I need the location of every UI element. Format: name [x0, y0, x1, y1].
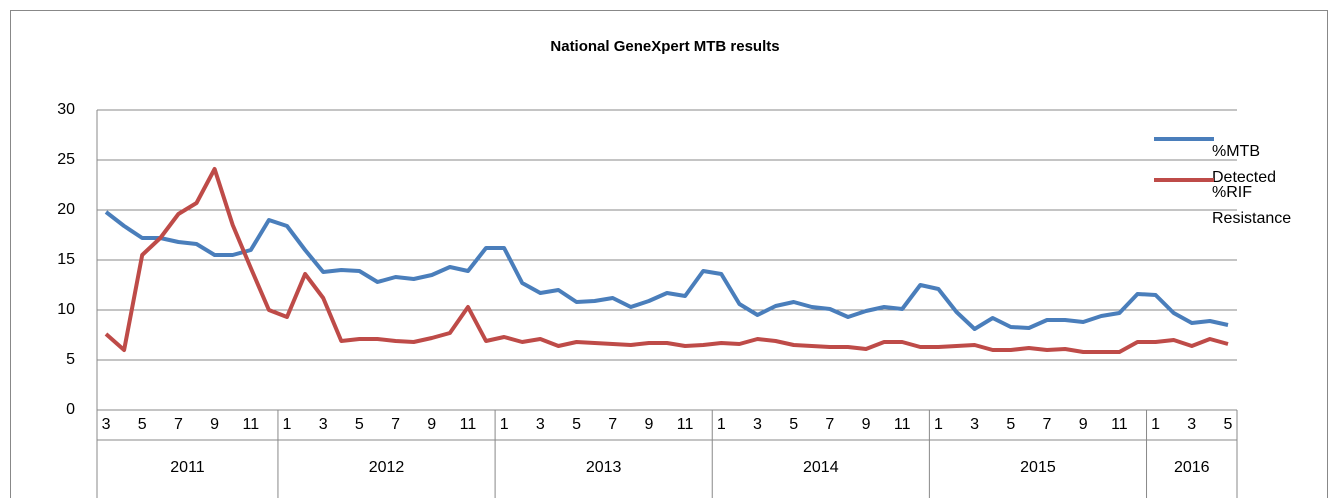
y-tick-label: 10 [57, 301, 75, 318]
x-tick-label: 3 [536, 416, 545, 433]
y-tick-label: 15 [57, 251, 75, 268]
x-tick-label: 5 [1223, 416, 1232, 433]
x-tick-label: 3 [1187, 416, 1196, 433]
x-group-label: 2012 [369, 459, 405, 476]
legend-label: %MTB Detected [1212, 143, 1277, 186]
x-tick-label: 9 [644, 416, 653, 433]
x-tick-label: 11 [243, 416, 260, 433]
chart-title: National GeneXpert MTB results [550, 38, 779, 55]
chart-frame [10, 10, 1328, 498]
legend: %MTB Detected %RIF Resistance [1154, 137, 1322, 234]
x-group-label: 2013 [586, 459, 622, 476]
x-tick-label: 11 [894, 416, 911, 433]
x-tick-label: 1 [934, 416, 943, 433]
x-tick-label: 3 [753, 416, 762, 433]
legend-item: %RIF Resistance [1154, 178, 1322, 232]
x-tick-label: 1 [283, 416, 292, 433]
x-tick-label: 3 [319, 416, 328, 433]
x-tick-label: 5 [355, 416, 364, 433]
legend-key [1154, 137, 1214, 141]
legend-item: %MTB Detected [1154, 137, 1322, 191]
legend-label: %RIF Resistance [1212, 184, 1292, 227]
x-tick-label: 1 [500, 416, 509, 433]
x-tick-label: 5 [138, 416, 147, 433]
x-tick-label: 5 [572, 416, 581, 433]
x-tick-label: 7 [391, 416, 400, 433]
x-tick-label: 9 [862, 416, 871, 433]
x-tick-label: 7 [1043, 416, 1052, 433]
x-tick-label: 9 [210, 416, 219, 433]
series-line [104, 210, 1229, 331]
x-tick-label: 1 [717, 416, 726, 433]
series-line [104, 167, 1229, 354]
x-tick-label: 7 [174, 416, 183, 433]
x-tick-label: 9 [1079, 416, 1088, 433]
x-tick-label: 11 [677, 416, 694, 433]
x-tick-label: 11 [1111, 416, 1128, 433]
x-tick-label: 3 [970, 416, 979, 433]
x-group-label: 2015 [1020, 459, 1056, 476]
x-group-label: 2014 [803, 459, 839, 476]
y-tick-label: 5 [66, 351, 75, 368]
x-group-label: 2016 [1174, 459, 1210, 476]
y-tick-label: 20 [57, 201, 75, 218]
y-tick-label: 0 [66, 401, 75, 418]
x-tick-label: 7 [608, 416, 617, 433]
x-group-label: 2011 [170, 459, 205, 476]
x-tick-label: 7 [825, 416, 834, 433]
x-tick-label: 5 [789, 416, 798, 433]
legend-key [1154, 178, 1214, 182]
x-tick-label: 9 [427, 416, 436, 433]
x-tick-label: 11 [460, 416, 477, 433]
y-tick-label: 30 [57, 101, 75, 118]
x-tick-label: 1 [1151, 416, 1160, 433]
x-tick-label: 5 [1006, 416, 1015, 433]
x-tick-label: 3 [102, 416, 111, 433]
y-tick-label: 25 [57, 151, 75, 168]
